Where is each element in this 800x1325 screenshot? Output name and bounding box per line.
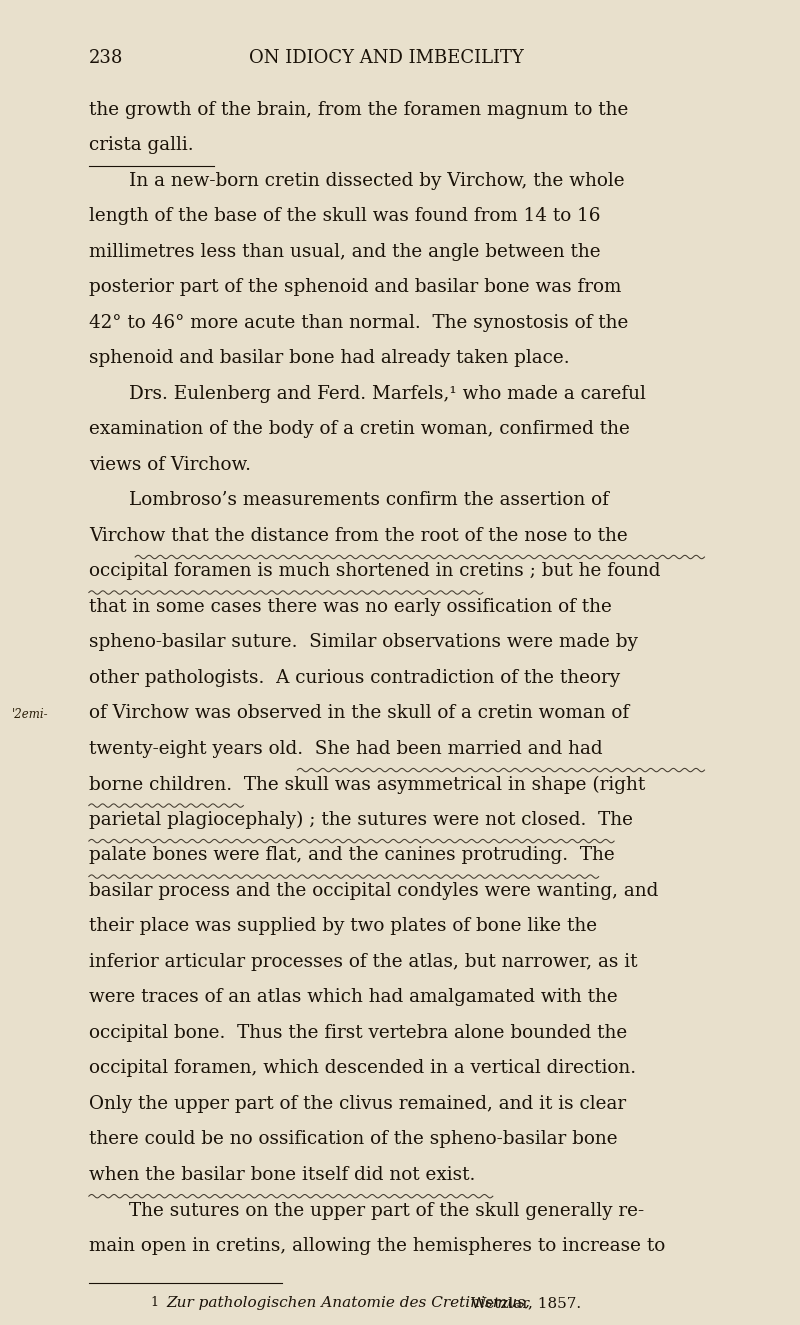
Text: inferior articular processes of the atlas, but narrower, as it: inferior articular processes of the atla… xyxy=(89,953,638,971)
Text: In a new-born cretin dissected by Virchow, the whole: In a new-born cretin dissected by Vircho… xyxy=(129,172,625,189)
Text: millimetres less than usual, and the angle between the: millimetres less than usual, and the ang… xyxy=(89,242,601,261)
Text: other pathologists.  A curious contradiction of the theory: other pathologists. A curious contradict… xyxy=(89,669,620,686)
Text: The sutures on the upper part of the skull generally re-: The sutures on the upper part of the sku… xyxy=(129,1202,644,1219)
Text: their place was supplied by two plates of bone like the: their place was supplied by two plates o… xyxy=(89,917,597,935)
Text: Zur pathologischen Anatomie des Cretinismus,: Zur pathologischen Anatomie des Cretinis… xyxy=(166,1296,530,1310)
Text: twenty-eight years old.  She had been married and had: twenty-eight years old. She had been mar… xyxy=(89,739,602,758)
Text: the growth of the brain, from the foramen magnum to the: the growth of the brain, from the forame… xyxy=(89,101,628,119)
Text: Lombroso’s measurements confirm the assertion of: Lombroso’s measurements confirm the asse… xyxy=(129,492,609,509)
Text: palate bones were flat, and the canines protruding.  The: palate bones were flat, and the canines … xyxy=(89,847,614,864)
Text: basilar process and the occipital condyles were wanting, and: basilar process and the occipital condyl… xyxy=(89,882,658,900)
Text: occipital foramen is much shortened in cretins ; but he found: occipital foramen is much shortened in c… xyxy=(89,562,660,580)
Text: Only the upper part of the clivus remained, and it is clear: Only the upper part of the clivus remain… xyxy=(89,1094,626,1113)
Text: that in some cases there was no early ossification of the: that in some cases there was no early os… xyxy=(89,598,612,616)
Text: ON IDIOCY AND IMBECILITY: ON IDIOCY AND IMBECILITY xyxy=(249,49,524,68)
Text: borne children.  The skull was asymmetrical in shape (right: borne children. The skull was asymmetric… xyxy=(89,775,645,794)
Text: parietal plagiocephaly) ; the sutures were not closed.  The: parietal plagiocephaly) ; the sutures we… xyxy=(89,811,633,829)
Text: 1: 1 xyxy=(150,1296,158,1309)
Text: views of Virchow.: views of Virchow. xyxy=(89,456,251,474)
Text: main open in cretins, allowing the hemispheres to increase to: main open in cretins, allowing the hemis… xyxy=(89,1238,665,1255)
Text: occipital bone.  Thus the first vertebra alone bounded the: occipital bone. Thus the first vertebra … xyxy=(89,1024,627,1041)
Text: of Virchow was observed in the skull of a cretin woman of: of Virchow was observed in the skull of … xyxy=(89,705,629,722)
Text: 42° to 46° more acute than normal.  The synostosis of the: 42° to 46° more acute than normal. The s… xyxy=(89,314,628,331)
Text: crista galli.: crista galli. xyxy=(89,136,194,154)
Text: were traces of an atlas which had amalgamated with the: were traces of an atlas which had amalga… xyxy=(89,988,618,1007)
Text: posterior part of the sphenoid and basilar bone was from: posterior part of the sphenoid and basil… xyxy=(89,278,622,297)
Text: occipital foramen, which descended in a vertical direction.: occipital foramen, which descended in a … xyxy=(89,1060,636,1077)
Text: 238: 238 xyxy=(89,49,123,68)
Text: '2emi-: '2emi- xyxy=(11,709,48,721)
Text: length of the base of the skull was found from 14 to 16: length of the base of the skull was foun… xyxy=(89,207,600,225)
Text: Wetzlar, 1857.: Wetzlar, 1857. xyxy=(466,1296,581,1310)
Text: Drs. Eulenberg and Ferd. Marfels,¹ who made a careful: Drs. Eulenberg and Ferd. Marfels,¹ who m… xyxy=(129,384,646,403)
Text: Virchow that the distance from the root of the nose to the: Virchow that the distance from the root … xyxy=(89,527,627,545)
Text: spheno-basilar suture.  Similar observations were made by: spheno-basilar suture. Similar observati… xyxy=(89,633,638,652)
Text: sphenoid and basilar bone had already taken place.: sphenoid and basilar bone had already ta… xyxy=(89,350,570,367)
Text: when the basilar bone itself did not exist.: when the basilar bone itself did not exi… xyxy=(89,1166,475,1185)
Text: there could be no ossification of the spheno-basilar bone: there could be no ossification of the sp… xyxy=(89,1130,618,1149)
Text: examination of the body of a cretin woman, confirmed the: examination of the body of a cretin woma… xyxy=(89,420,630,439)
